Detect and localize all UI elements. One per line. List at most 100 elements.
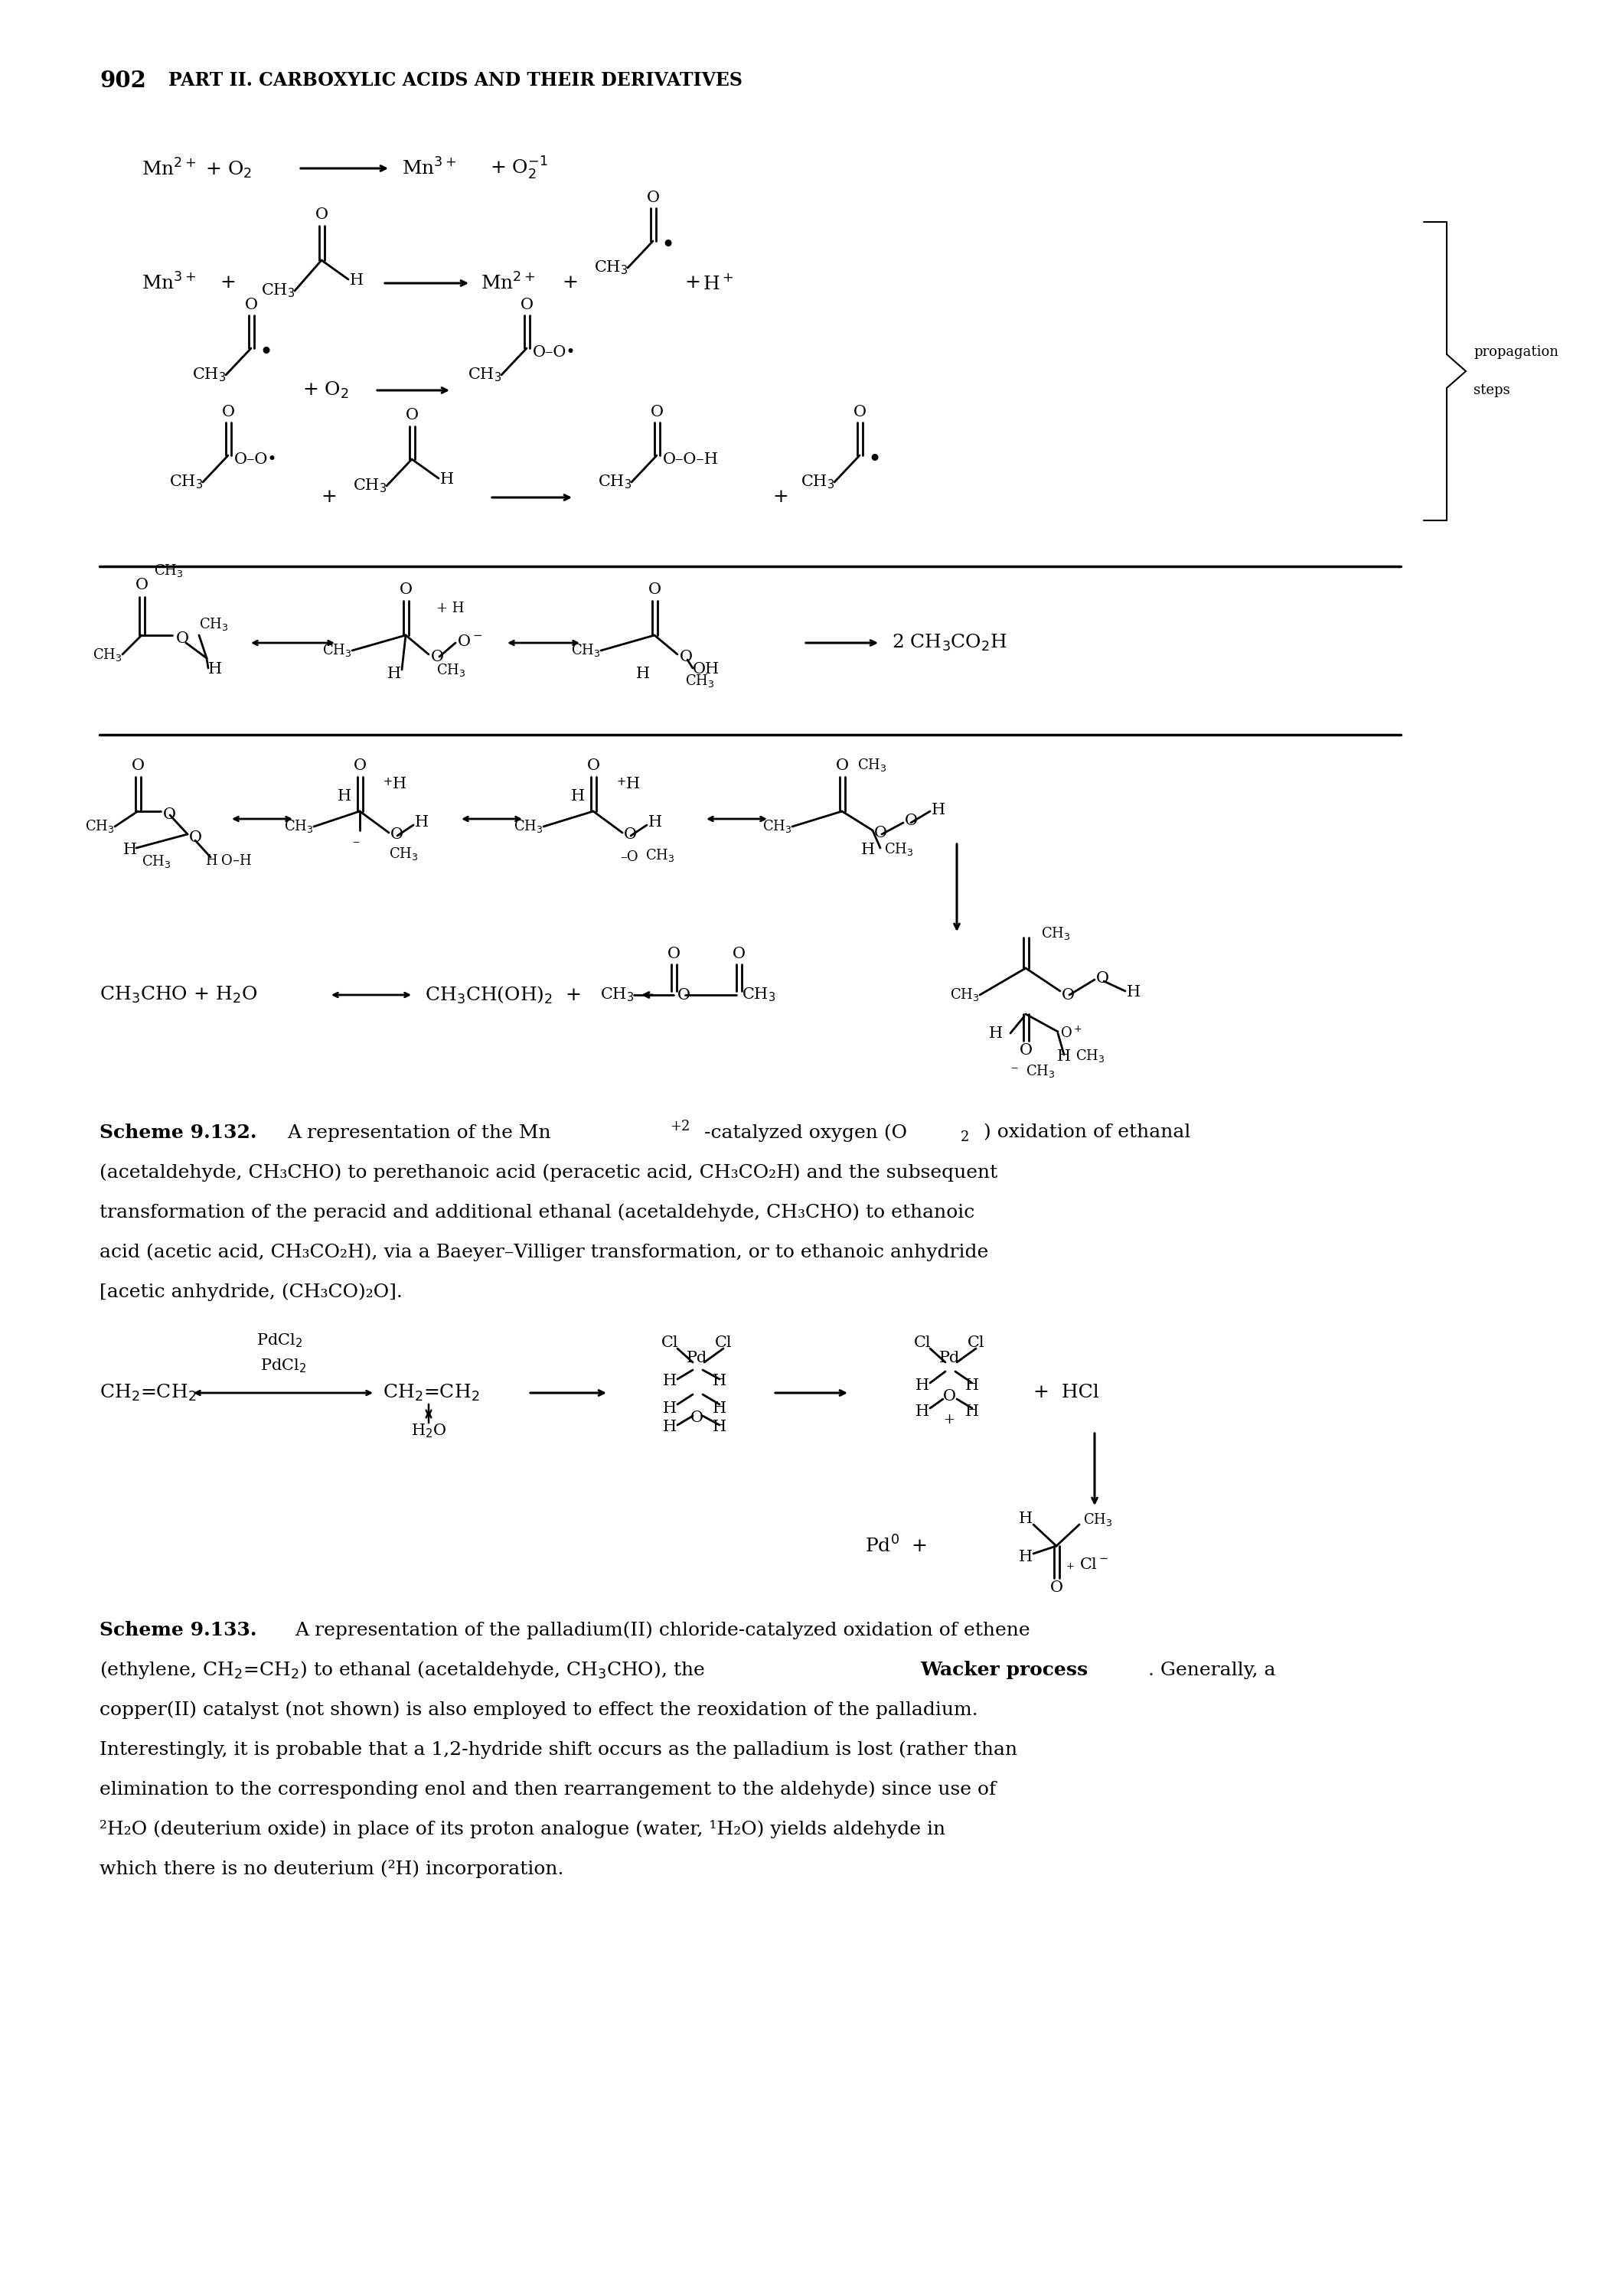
Text: O: O	[135, 579, 148, 592]
Text: CH$_3$: CH$_3$	[800, 473, 835, 491]
Text: H: H	[388, 666, 401, 680]
Text: H: H	[1018, 1513, 1033, 1527]
Text: 2 CH$_3$CO$_2$H: 2 CH$_3$CO$_2$H	[891, 634, 1007, 652]
Text: H: H	[1126, 985, 1141, 1001]
Text: + H: + H	[436, 602, 463, 615]
Text: H: H	[932, 804, 946, 817]
Text: Wacker process: Wacker process	[920, 1660, 1088, 1678]
Text: H: H	[208, 661, 222, 677]
Text: CH$_3$: CH$_3$	[142, 854, 171, 870]
Text: CH$_3$: CH$_3$	[261, 282, 294, 298]
Text: CH$_3$: CH$_3$	[571, 643, 600, 659]
Text: O: O	[315, 209, 328, 223]
Text: O: O	[874, 827, 887, 840]
Text: CH$_3$: CH$_3$	[191, 367, 225, 383]
Text: CH$_3$: CH$_3$	[594, 259, 628, 276]
Text: O: O	[175, 631, 190, 647]
Text: 2: 2	[961, 1130, 969, 1143]
Text: CH$_3$: CH$_3$	[742, 987, 776, 1003]
Text: O: O	[853, 404, 866, 418]
Text: CH$_3$: CH$_3$	[200, 615, 228, 631]
Text: CH$_2$=CH$_2$: CH$_2$=CH$_2$	[100, 1382, 196, 1403]
Text: Cl$^-$: Cl$^-$	[1080, 1557, 1109, 1573]
Text: –: –	[352, 836, 359, 850]
Text: H: H	[713, 1373, 727, 1389]
Text: + O$_2$: + O$_2$	[302, 381, 349, 400]
Text: CH$_3$: CH$_3$	[93, 647, 122, 661]
Text: H: H	[571, 790, 584, 804]
Text: CH$_3$: CH$_3$	[597, 473, 631, 491]
Text: O: O	[1049, 1580, 1064, 1596]
Text: Cl: Cl	[661, 1336, 679, 1350]
Text: CH$_3$: CH$_3$	[645, 847, 674, 863]
Text: O: O	[405, 409, 418, 422]
Text: Interestingly, it is probable that a 1,2-hydride shift occurs as the palladium i: Interestingly, it is probable that a 1,2…	[100, 1740, 1017, 1759]
Text: O: O	[190, 831, 203, 845]
Text: (ethylene, CH$_2$=CH$_2$) to ethanal (acetaldehyde, CH$_3$CHO), the: (ethylene, CH$_2$=CH$_2$) to ethanal (ac…	[100, 1660, 706, 1681]
Text: O: O	[1062, 987, 1075, 1001]
Text: Scheme 9.133.: Scheme 9.133.	[100, 1621, 257, 1639]
Text: O: O	[399, 583, 412, 597]
Text: CH$_3$: CH$_3$	[1041, 925, 1070, 941]
Text: CH$_3$: CH$_3$	[1075, 1047, 1105, 1065]
Text: O: O	[677, 987, 690, 1001]
Text: O: O	[222, 404, 235, 418]
Text: H: H	[648, 815, 663, 831]
Text: 902: 902	[100, 69, 146, 92]
Text: O–O–H: O–O–H	[663, 452, 719, 466]
Text: CH$_3$: CH$_3$	[169, 473, 203, 491]
Text: H: H	[124, 843, 137, 856]
Text: H: H	[861, 843, 875, 856]
Text: Cl: Cl	[914, 1336, 932, 1350]
Text: O: O	[354, 758, 367, 771]
Text: CH$_3$: CH$_3$	[858, 758, 887, 774]
Text: –O: –O	[619, 850, 639, 863]
Text: H: H	[965, 1405, 978, 1419]
Text: PdCl$_2$: PdCl$_2$	[261, 1357, 306, 1375]
Text: CH$_3$CH(OH)$_2$  +: CH$_3$CH(OH)$_2$ +	[425, 985, 581, 1006]
Text: •: •	[259, 342, 272, 365]
Text: H: H	[441, 473, 454, 487]
Text: H: H	[713, 1401, 727, 1414]
Text: CH$_3$: CH$_3$	[85, 820, 114, 836]
Text: steps: steps	[1474, 383, 1509, 397]
Text: Pd$^0$  +: Pd$^0$ +	[866, 1536, 927, 1557]
Text: O: O	[648, 583, 661, 597]
Text: CH$_3$: CH$_3$	[1025, 1063, 1056, 1079]
Text: +: +	[772, 489, 788, 507]
Text: O$^-$: O$^-$	[457, 634, 483, 647]
Text: H: H	[663, 1373, 677, 1389]
Text: H: H	[415, 815, 428, 831]
Text: •: •	[661, 234, 674, 259]
Text: $\overset{+}{\ }$H: $\overset{+}{\ }$H	[616, 776, 640, 792]
Text: CH$_3$: CH$_3$	[467, 367, 502, 383]
Text: H: H	[338, 790, 351, 804]
Text: O: O	[431, 650, 444, 664]
Text: H: H	[713, 1419, 727, 1435]
Text: CH$_3$: CH$_3$	[285, 820, 314, 836]
Text: +2: +2	[669, 1120, 690, 1134]
Text: -catalyzed oxygen (O: -catalyzed oxygen (O	[705, 1123, 907, 1141]
Text: H: H	[916, 1405, 930, 1419]
Text: (acetaldehyde, CH₃CHO) to perethanoic acid (peracetic acid, CH₃CO₂H) and the sub: (acetaldehyde, CH₃CHO) to perethanoic ac…	[100, 1164, 998, 1182]
Text: O: O	[943, 1389, 956, 1403]
Text: O: O	[587, 758, 600, 771]
Text: Cl: Cl	[714, 1336, 732, 1350]
Text: which there is no deuterium (²H) incorporation.: which there is no deuterium (²H) incorpo…	[100, 1860, 563, 1878]
Text: CH$_3$: CH$_3$	[389, 845, 418, 861]
Text: O: O	[904, 813, 917, 829]
Text: O: O	[163, 808, 175, 822]
Text: +: +	[562, 276, 578, 292]
Text: H: H	[1018, 1550, 1033, 1566]
Text: H$^+$: H$^+$	[703, 273, 734, 294]
Text: propagation: propagation	[1474, 344, 1559, 358]
Text: H: H	[663, 1401, 677, 1414]
Text: H: H	[349, 273, 364, 289]
Text: + O$_2^{-1}$: + O$_2^{-1}$	[489, 156, 549, 181]
Text: H: H	[636, 666, 650, 680]
Text: CH$_3$: CH$_3$	[951, 987, 980, 1003]
Text: PdCl$_2$: PdCl$_2$	[256, 1332, 302, 1350]
Text: CH$_2$=CH$_2$: CH$_2$=CH$_2$	[383, 1382, 479, 1403]
Text: Mn$^{2+}$ + O$_2$: Mn$^{2+}$ + O$_2$	[142, 156, 253, 181]
Text: O: O	[647, 191, 660, 204]
